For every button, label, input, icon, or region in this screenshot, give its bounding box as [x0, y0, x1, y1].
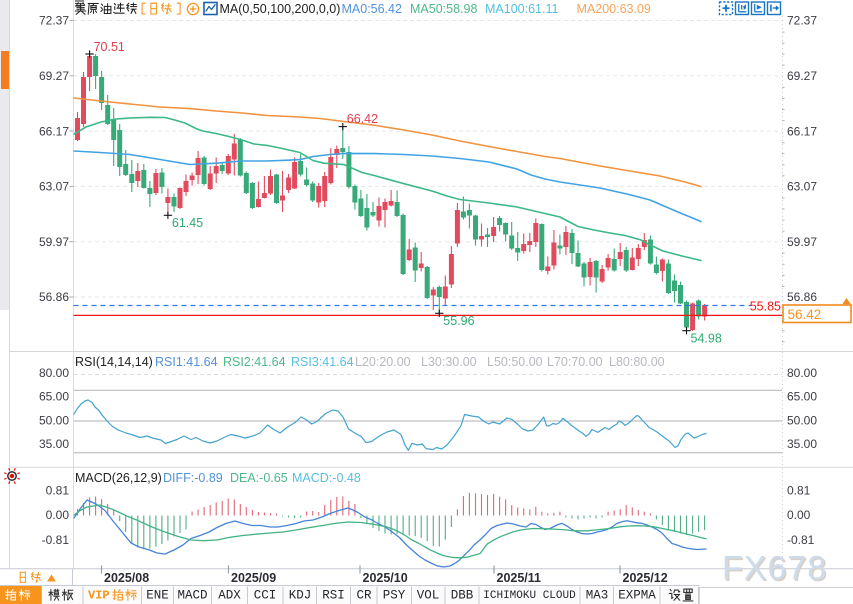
svg-text:RSI(14,14,14): RSI(14,14,14)	[75, 355, 153, 369]
svg-text:2025/12: 2025/12	[623, 571, 668, 585]
svg-text:55.96: 55.96	[443, 314, 474, 328]
svg-text:MA100:61.11: MA100:61.11	[485, 2, 558, 16]
svg-text:56.42: 56.42	[788, 307, 822, 322]
svg-text:80.00: 80.00	[787, 366, 817, 380]
svg-text:ICHIMOKU CLOUD: ICHIMOKU CLOUD	[483, 590, 576, 602]
svg-text:56.86: 56.86	[787, 290, 817, 304]
svg-text:69.27: 69.27	[787, 69, 817, 83]
svg-text:0.00: 0.00	[787, 508, 811, 522]
svg-text:66.42: 66.42	[347, 112, 378, 126]
svg-text:-0.81: -0.81	[42, 533, 70, 547]
svg-text:DEA:-0.65: DEA:-0.65	[230, 471, 288, 485]
svg-text:0.00: 0.00	[46, 508, 70, 522]
svg-text:66.17: 66.17	[787, 124, 817, 138]
svg-text:55.85: 55.85	[750, 300, 781, 314]
svg-text:MACD: MACD	[177, 589, 207, 603]
svg-text:MA0:56.42: MA0:56.42	[342, 2, 403, 16]
svg-text:MA50:58.98: MA50:58.98	[410, 2, 477, 16]
svg-text:L20:20.00: L20:20.00	[355, 355, 411, 369]
svg-text:2025/11: 2025/11	[497, 571, 542, 585]
svg-text:CR: CR	[356, 589, 372, 603]
svg-text:FX678: FX678	[724, 551, 829, 589]
svg-text:35.00: 35.00	[787, 437, 817, 451]
svg-text:RSI1:41.64: RSI1:41.64	[155, 355, 218, 369]
svg-text:KDJ: KDJ	[289, 589, 312, 603]
svg-text:MA(0,50,100,200,0,0): MA(0,50,100,200,0,0)	[220, 2, 341, 16]
svg-text:DIFF:-0.89: DIFF:-0.89	[163, 471, 223, 485]
svg-text:54.98: 54.98	[691, 332, 722, 346]
svg-text:L70:70.00: L70:70.00	[547, 355, 603, 369]
svg-text:RSI: RSI	[322, 589, 345, 603]
svg-text:0.81: 0.81	[787, 483, 811, 497]
svg-text:50.00: 50.00	[39, 414, 69, 428]
svg-text:35.00: 35.00	[39, 437, 69, 451]
svg-text:VIP: VIP	[88, 589, 110, 603]
svg-text:2025/09: 2025/09	[231, 571, 276, 585]
svg-text:PSY: PSY	[383, 589, 406, 603]
svg-text:70.51: 70.51	[94, 40, 125, 54]
svg-text:66.17: 66.17	[39, 124, 69, 138]
svg-text:80.00: 80.00	[39, 366, 69, 380]
svg-text:RSI3:41.64: RSI3:41.64	[291, 355, 354, 369]
svg-text:RSI2:41.64: RSI2:41.64	[223, 355, 286, 369]
svg-text:MA200:63.09: MA200:63.09	[577, 2, 651, 16]
svg-text:DBB: DBB	[451, 589, 474, 603]
svg-text:72.37: 72.37	[39, 14, 69, 28]
svg-text:2025/08: 2025/08	[104, 571, 149, 585]
svg-text:L80:80.00: L80:80.00	[609, 355, 665, 369]
svg-text:MACD(26,12,9): MACD(26,12,9)	[75, 471, 162, 485]
svg-text:MACD:-0.48: MACD:-0.48	[292, 471, 361, 485]
svg-text:MA3: MA3	[586, 589, 609, 603]
svg-text:63.07: 63.07	[787, 180, 817, 194]
svg-text:ADX: ADX	[218, 589, 241, 603]
svg-text:69.27: 69.27	[39, 69, 69, 83]
svg-text:-0.81: -0.81	[787, 533, 815, 547]
svg-text:L50:50.00: L50:50.00	[487, 355, 543, 369]
svg-text:59.97: 59.97	[787, 235, 817, 249]
svg-text:FX678: FX678	[722, 550, 827, 588]
svg-text:L30:30.00: L30:30.00	[421, 355, 477, 369]
svg-text:59.97: 59.97	[39, 235, 69, 249]
svg-text:CCI: CCI	[254, 589, 277, 603]
svg-text:ENE: ENE	[146, 589, 169, 603]
svg-text:65.00: 65.00	[787, 390, 817, 404]
svg-text:50.00: 50.00	[787, 414, 817, 428]
svg-text:63.07: 63.07	[39, 180, 69, 194]
svg-text:VOL: VOL	[417, 589, 440, 603]
svg-text:61.45: 61.45	[172, 216, 203, 230]
svg-text:72.37: 72.37	[787, 14, 817, 28]
svg-text:2025/10: 2025/10	[363, 571, 408, 585]
svg-text:0.81: 0.81	[46, 483, 70, 497]
svg-text:EXPMA: EXPMA	[618, 589, 656, 603]
svg-text:56.86: 56.86	[39, 290, 69, 304]
svg-text:65.00: 65.00	[39, 390, 69, 404]
